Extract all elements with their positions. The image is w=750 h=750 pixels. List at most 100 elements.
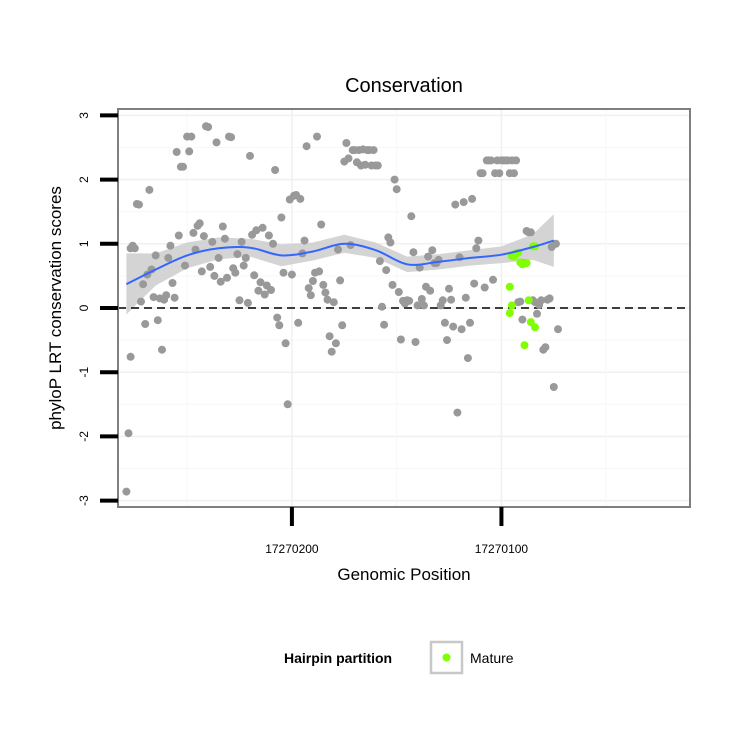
point bbox=[158, 345, 166, 354]
point bbox=[279, 268, 288, 277]
point bbox=[392, 185, 401, 194]
point bbox=[375, 257, 384, 266]
point bbox=[319, 280, 328, 289]
point bbox=[277, 213, 286, 222]
smooth-line-layer bbox=[125, 239, 555, 286]
point bbox=[495, 169, 504, 178]
point bbox=[323, 295, 332, 304]
point bbox=[308, 277, 317, 285]
point bbox=[551, 239, 560, 248]
point bbox=[470, 279, 479, 288]
point bbox=[388, 280, 397, 289]
point bbox=[306, 291, 315, 300]
point bbox=[145, 185, 154, 194]
point bbox=[287, 270, 296, 279]
point bbox=[206, 262, 215, 271]
point bbox=[549, 383, 558, 391]
point bbox=[302, 142, 311, 151]
point bbox=[424, 252, 433, 261]
point bbox=[210, 271, 219, 280]
point bbox=[378, 302, 386, 311]
point bbox=[380, 320, 389, 329]
point bbox=[533, 309, 541, 318]
point bbox=[166, 241, 175, 250]
point bbox=[124, 429, 133, 438]
point bbox=[315, 267, 324, 276]
point bbox=[554, 325, 562, 334]
point bbox=[463, 354, 472, 363]
point bbox=[428, 246, 437, 255]
point bbox=[208, 237, 217, 246]
x-axis: 17270200 17270100 bbox=[265, 507, 528, 556]
point bbox=[313, 132, 321, 141]
point bbox=[151, 251, 160, 260]
y-tick-label: 0 bbox=[77, 304, 91, 311]
point bbox=[185, 147, 194, 156]
y-axis: -3 -2 -1 0 1 2 3 bbox=[77, 112, 118, 506]
point bbox=[440, 318, 449, 327]
point bbox=[451, 200, 460, 209]
point bbox=[468, 194, 477, 203]
point bbox=[227, 133, 236, 142]
x-axis-title: Genomic Position bbox=[337, 565, 470, 584]
point bbox=[258, 223, 267, 232]
point bbox=[126, 352, 135, 361]
point bbox=[321, 288, 330, 297]
point bbox=[243, 298, 252, 307]
point bbox=[361, 160, 370, 169]
point bbox=[252, 226, 261, 235]
point bbox=[407, 212, 416, 221]
y-tick-label: 3 bbox=[77, 112, 91, 119]
point bbox=[233, 250, 242, 259]
point bbox=[438, 296, 447, 305]
point bbox=[447, 295, 456, 304]
point-mature bbox=[524, 296, 533, 305]
point bbox=[512, 156, 521, 165]
point bbox=[457, 325, 466, 334]
point bbox=[181, 261, 189, 270]
point bbox=[417, 295, 426, 303]
point bbox=[216, 277, 225, 286]
point bbox=[174, 231, 183, 240]
point bbox=[329, 298, 338, 307]
point bbox=[199, 232, 208, 241]
point bbox=[264, 231, 273, 240]
point bbox=[269, 239, 277, 248]
legend: Hairpin partition Mature bbox=[284, 640, 514, 675]
chart-title: Conservation bbox=[345, 75, 463, 97]
point bbox=[344, 154, 353, 163]
point bbox=[526, 228, 535, 237]
x-tick-label: 17270100 bbox=[475, 542, 529, 556]
point bbox=[139, 280, 148, 289]
y-axis-title: phyloP LRT conservation scores bbox=[46, 186, 65, 430]
point bbox=[480, 283, 489, 292]
point-mature bbox=[505, 282, 514, 291]
point bbox=[220, 234, 229, 243]
point bbox=[164, 253, 173, 262]
point bbox=[235, 296, 244, 305]
legend-label-mature: Mature bbox=[470, 650, 514, 666]
point-mature bbox=[505, 309, 514, 318]
point bbox=[405, 296, 414, 305]
point bbox=[283, 400, 292, 409]
point bbox=[472, 244, 481, 253]
point bbox=[149, 293, 158, 302]
legend-title: Hairpin partition bbox=[284, 650, 392, 666]
point bbox=[331, 339, 340, 348]
point bbox=[256, 278, 265, 287]
point bbox=[296, 194, 305, 203]
point bbox=[168, 279, 177, 287]
point-mature bbox=[520, 341, 529, 350]
confidence-band-layer bbox=[126, 214, 554, 315]
point bbox=[122, 487, 131, 496]
point bbox=[459, 198, 468, 207]
point bbox=[239, 261, 248, 270]
legend-key-mature-dot bbox=[442, 653, 451, 662]
point-mature bbox=[531, 323, 539, 332]
point bbox=[271, 166, 280, 174]
point bbox=[487, 156, 495, 165]
point bbox=[294, 318, 303, 327]
point bbox=[336, 276, 345, 285]
point bbox=[172, 148, 181, 156]
